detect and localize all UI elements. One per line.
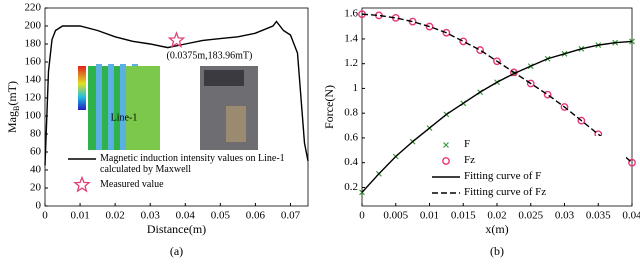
y-tick-label: 20	[30, 182, 42, 194]
marker	[443, 142, 449, 148]
x-tick-label: 0.035	[586, 210, 611, 222]
marker	[167, 31, 186, 48]
y-axis-label-part: (mT)	[5, 81, 19, 106]
marker	[543, 90, 552, 99]
x-tick-label: 0.025	[518, 210, 543, 222]
y-tick-label: 60	[30, 146, 42, 158]
x-tick-label: 0.04	[622, 210, 640, 222]
y-tick-label: 220	[25, 2, 42, 14]
y-tick-label: 100	[25, 110, 42, 122]
inset-simulation	[78, 64, 160, 154]
y-tick-label: 1.2	[344, 57, 358, 69]
x-tick-label: 0.03	[141, 210, 161, 222]
legend-label: Fz	[464, 154, 475, 166]
x-tick-label: 0.005	[383, 210, 408, 222]
legend-label: F	[464, 138, 471, 150]
y-axis-label-part: Mag	[5, 111, 19, 133]
y-tick-label: 0.8	[344, 107, 358, 119]
x-tick-label: 0.05	[211, 210, 231, 222]
marker	[526, 79, 535, 88]
inset-label: Line-1	[111, 112, 138, 123]
caption: (b)	[490, 244, 504, 258]
series-line	[44, 20, 309, 166]
legend-swatch	[73, 175, 91, 193]
x-tick-label: 0.07	[281, 210, 301, 222]
legend-label: Magnetic induction intensity values on L…	[100, 153, 285, 175]
annotation: (0.0375m,183.96mT)	[167, 51, 253, 62]
x-tick-label: 0.03	[555, 210, 575, 222]
y-tick-label: 0.6	[344, 131, 358, 143]
y-tick-label: 0	[36, 200, 42, 212]
x-tick-label: 0.02	[487, 210, 506, 222]
legend-label: Measured value	[100, 179, 164, 190]
y-tick-label: 1	[353, 82, 359, 94]
y-tick-label: 40	[30, 164, 42, 176]
marker	[442, 157, 450, 165]
marker	[560, 103, 569, 111]
marker	[73, 175, 91, 193]
legend-box	[430, 136, 626, 200]
y-tick-label: 0.4	[344, 156, 358, 168]
series-line	[361, 13, 633, 164]
x-axis-label: Distance(m)	[147, 222, 206, 236]
y-tick-label: 1.4	[344, 32, 358, 44]
marker	[628, 158, 636, 167]
marker	[442, 28, 451, 37]
y-tick-label: 140	[25, 74, 42, 86]
marker	[493, 57, 501, 66]
y-tick-label: 80	[30, 128, 42, 140]
y-axis-label: Force(N)	[322, 85, 336, 129]
x-tick-label: 0.01	[420, 210, 439, 222]
series-line	[361, 40, 633, 193]
x-tick-label: 0.04	[176, 210, 196, 222]
marker	[425, 22, 434, 31]
plot-frame	[44, 7, 309, 207]
legend-box	[66, 150, 304, 198]
y-axis-label-part: B	[12, 106, 21, 111]
y-axis-label-part: Force(N)	[322, 85, 336, 129]
legend-label: Fitting curve of Fz	[464, 186, 547, 198]
x-tick-label: 0.06	[246, 210, 266, 222]
inset-photo	[200, 66, 258, 150]
legend-swatch	[443, 142, 449, 148]
y-tick-label: 160	[25, 56, 42, 68]
marker	[577, 116, 586, 125]
y-tick-label: 0.2	[344, 181, 358, 193]
legend-label: Fitting curve of F	[464, 170, 542, 182]
x-tick-label: 0	[359, 210, 365, 222]
y-tick-label: 180	[25, 38, 42, 50]
x-tick-label: 0.02	[106, 210, 125, 222]
y-tick-label: 1.6	[344, 8, 358, 20]
y-tick-label: 200	[25, 20, 42, 32]
marker	[459, 37, 468, 46]
y-tick-label: 120	[25, 92, 42, 104]
caption: (a)	[170, 244, 183, 258]
marker	[476, 46, 485, 54]
legend-swatch	[442, 157, 450, 165]
y-axis-label: MagB(mT)	[5, 81, 22, 133]
x-tick-label: 0	[42, 210, 48, 222]
x-tick-label: 0.015	[451, 210, 476, 222]
x-axis-label: x(m)	[485, 222, 508, 236]
x-tick-label: 0.01	[70, 210, 89, 222]
